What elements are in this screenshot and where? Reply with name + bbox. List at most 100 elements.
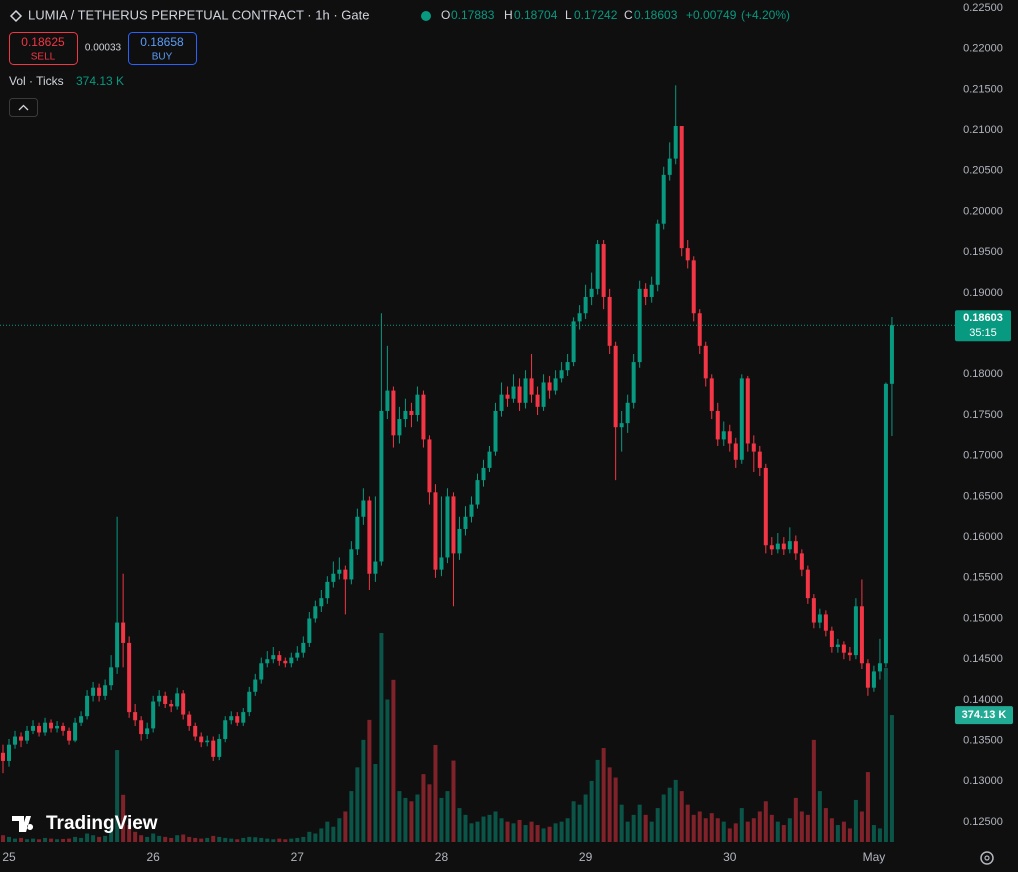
candle-body (643, 288, 648, 297)
volume-bar (355, 767, 360, 842)
sell-label[interactable]: SELL (31, 52, 56, 63)
candle-body (181, 693, 186, 715)
collapse-button[interactable] (9, 98, 38, 117)
volume-bar (205, 837, 210, 842)
volume-bar (115, 750, 120, 842)
candle-body (589, 288, 594, 297)
candle-body (25, 730, 30, 741)
volume-bar (577, 804, 582, 842)
candle-body (799, 553, 804, 570)
sell-price[interactable]: 0.18625 (21, 35, 65, 49)
volume-bar (859, 811, 864, 842)
volume-bar (175, 835, 180, 842)
settings-icon[interactable] (980, 851, 994, 865)
candle-body (235, 716, 240, 723)
volume-bar (37, 839, 42, 842)
symbol-icon (9, 9, 23, 23)
candle-body (715, 410, 720, 440)
y-tick-label: 0.17500 (963, 409, 1003, 421)
collapse-box[interactable] (9, 98, 38, 117)
candle-body (85, 695, 90, 717)
volume-bar (49, 838, 54, 842)
volume-bar (373, 763, 378, 842)
candle-body (163, 695, 168, 704)
volume-bar (133, 831, 138, 842)
volume-bar (427, 784, 432, 842)
volume-bar (259, 837, 264, 842)
volume-bar (661, 794, 666, 842)
y-tick-label: 0.22500 (963, 2, 1003, 14)
volume-bar (151, 833, 156, 842)
settings-icon-core[interactable] (984, 855, 990, 861)
buy-button[interactable]: 0.18658 BUY (128, 32, 197, 65)
candle-body (289, 657, 294, 664)
volume-bar (211, 835, 216, 842)
candle-body (121, 622, 126, 643)
buy-price[interactable]: 0.18658 (140, 35, 184, 49)
volume-bar (421, 774, 426, 842)
volume-bar (571, 801, 576, 842)
x-tick-label: May (863, 850, 886, 864)
ohlc-value: 0.17883 (451, 8, 495, 22)
candle-body (223, 720, 228, 739)
y-tick-label: 0.17000 (963, 450, 1003, 462)
candle-body (211, 740, 216, 757)
volume-bar (727, 828, 732, 842)
settings-button[interactable] (980, 851, 994, 865)
candle-body (859, 606, 864, 664)
candle-body (421, 394, 426, 440)
logo-icon (12, 816, 34, 832)
volume-bar (1, 835, 6, 842)
volume-bar (307, 831, 312, 842)
chevron[interactable] (18, 104, 29, 111)
volume-bar (13, 838, 18, 842)
candle-body (415, 394, 420, 415)
sell-button[interactable]: 0.18625 SELL (9, 32, 78, 65)
candle-body (37, 725, 42, 733)
candle-body (595, 244, 600, 289)
volume-bar (487, 814, 492, 842)
candle-body (493, 410, 498, 452)
volume-bar (289, 838, 294, 842)
volume-bar (553, 823, 558, 842)
candle-body (103, 685, 108, 696)
sell-box[interactable] (9, 32, 78, 65)
volume-bar (271, 839, 276, 842)
volume-bar (403, 797, 408, 842)
ohlc-label: C (624, 8, 633, 22)
volume-bar (91, 835, 96, 842)
y-tick-label: 0.14500 (963, 653, 1003, 665)
ohlc-value: 0.17242 (574, 8, 618, 22)
candle-body (505, 394, 510, 399)
candle-body (277, 655, 282, 661)
candle-body (7, 744, 12, 761)
buy-box[interactable] (128, 32, 197, 65)
volume-bar (811, 739, 816, 842)
candle-body (271, 655, 276, 660)
candle-body (679, 126, 684, 249)
candle-body (781, 543, 786, 550)
volume-bar (667, 787, 672, 842)
volume-bar (709, 813, 714, 842)
candle-body (43, 722, 48, 733)
spread: 0.00033 (85, 43, 122, 54)
volume-bar (769, 814, 774, 842)
candle-body (403, 410, 408, 420)
buy-label[interactable]: BUY (152, 52, 173, 63)
volume-bar (871, 825, 876, 842)
candle-body (769, 545, 774, 550)
volume-bar (613, 777, 618, 842)
volume-bar (121, 794, 126, 842)
volume-bar (367, 719, 372, 842)
ohlc-value: 0.18704 (514, 8, 558, 22)
candle-body (739, 378, 744, 460)
candle-body (343, 569, 348, 580)
x-tick-label: 26 (146, 850, 160, 864)
candle-body (331, 573, 336, 582)
candle-body (565, 362, 570, 371)
volume-bar (841, 821, 846, 842)
volume-bar (187, 836, 192, 842)
volume-bar (799, 811, 804, 842)
volume-bar (781, 825, 786, 842)
candle-body (13, 736, 18, 745)
